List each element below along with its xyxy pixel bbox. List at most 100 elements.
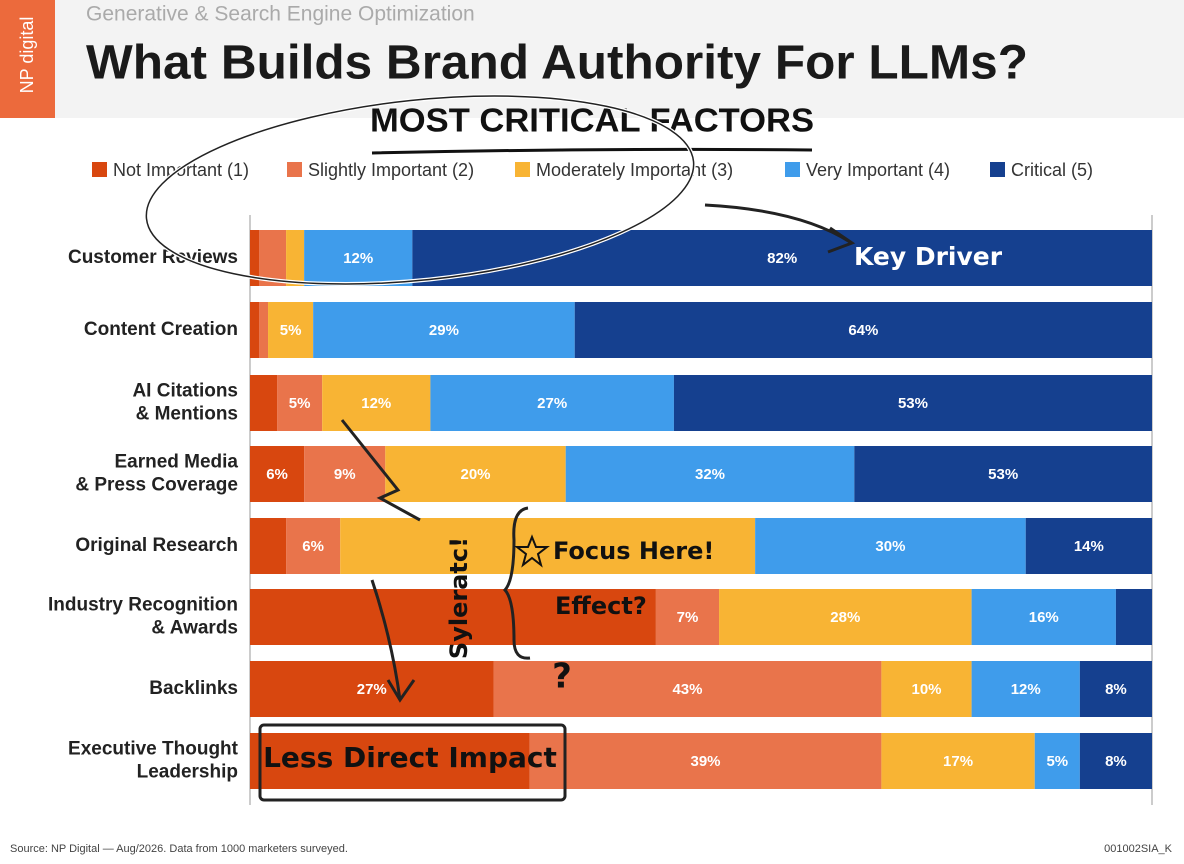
- scribbles: [144, 93, 856, 802]
- bar-segment: [250, 446, 305, 502]
- bar-segment: [755, 518, 1026, 574]
- header-band: [0, 0, 1184, 118]
- bar-segment: [1034, 733, 1080, 789]
- category-label: & Press Coverage: [75, 475, 238, 496]
- bar-segment: [304, 230, 413, 286]
- legend-swatch: [785, 162, 800, 177]
- source: Source: NP Digital — Aug/2026. Data from…: [10, 843, 348, 855]
- value-label: 53%: [898, 395, 928, 412]
- annotation: ?: [552, 657, 572, 697]
- legend-swatch: [515, 162, 530, 177]
- value-label: 64%: [848, 322, 878, 339]
- bar-segment: [574, 302, 1152, 358]
- category-label: Customer Reviews: [68, 247, 238, 268]
- annotation: Focus Here!: [553, 537, 714, 565]
- value-label: 43%: [672, 681, 702, 698]
- annotation: Key Driver: [854, 242, 1003, 271]
- brand: NP digital: [17, 17, 37, 94]
- value-label: 6%: [302, 538, 324, 555]
- value-label: 53%: [988, 466, 1018, 483]
- category-label: Leadership: [137, 762, 238, 783]
- bar-segment: [385, 446, 566, 502]
- category-label: Backlinks: [149, 678, 238, 699]
- legend-swatch: [92, 162, 107, 177]
- star: [514, 534, 550, 568]
- legend-label: Critical (5): [1011, 160, 1093, 180]
- bar-segment: [286, 230, 305, 286]
- bar-segment: [286, 518, 341, 574]
- value-label: 5%: [1046, 753, 1068, 770]
- plot: [250, 230, 1152, 789]
- value-label: 5%: [280, 322, 302, 339]
- bar-segment: [259, 302, 269, 358]
- value-label: 8%: [1105, 753, 1127, 770]
- value-label: 6%: [266, 466, 288, 483]
- value-label: 5%: [289, 395, 311, 412]
- annotation: Effect?: [555, 592, 647, 620]
- legend-swatch: [287, 162, 302, 177]
- bar-segment: [250, 302, 260, 358]
- bar-segment: [493, 661, 882, 717]
- value-label: 8%: [1105, 681, 1127, 698]
- value-label: 28%: [830, 609, 860, 626]
- bar-segment: [250, 733, 530, 789]
- bar-segment: [565, 446, 855, 502]
- bar-segment: [1025, 518, 1152, 574]
- value-label: 17%: [943, 753, 973, 770]
- bar-segment: [529, 733, 882, 789]
- bar-segment: [971, 589, 1116, 645]
- bar-segment: [971, 661, 1080, 717]
- bar-segment: [268, 302, 314, 358]
- legend-label: Slightly Important (2): [308, 160, 474, 180]
- annotation: Syleratc!: [445, 537, 473, 659]
- category-label: Industry Recognition: [48, 595, 238, 616]
- value-label: 82%: [767, 250, 797, 267]
- category-label: AI Citations: [132, 381, 238, 402]
- category-label: Earned Media: [114, 452, 238, 473]
- bar-segment: [673, 375, 1152, 431]
- category-label: Original Research: [75, 535, 238, 556]
- legend-swatch: [990, 162, 1005, 177]
- legend-label: Very Important (4): [806, 160, 950, 180]
- bar-segment: [250, 518, 287, 574]
- subtitle: MOST CRITICAL FACTORS: [370, 102, 814, 139]
- value-label: 29%: [429, 322, 459, 339]
- value-label: 12%: [361, 395, 391, 412]
- value-label: 12%: [343, 250, 373, 267]
- bar-segment: [1079, 661, 1152, 717]
- annotation: Less Direct Impact: [263, 741, 557, 774]
- kicker: Generative & Search Engine Optimization: [86, 3, 475, 26]
- bar-segment: [250, 230, 260, 286]
- value-label: 39%: [690, 753, 720, 770]
- bar-segment: [250, 375, 278, 431]
- legend-label: Moderately Important (3): [536, 160, 733, 180]
- category-label: Executive Thought: [68, 739, 239, 760]
- value-label: 27%: [537, 395, 567, 412]
- value-label: 27%: [357, 681, 387, 698]
- value-label: 14%: [1074, 538, 1104, 555]
- category-label: & Mentions: [136, 404, 238, 425]
- bar-segment: [277, 375, 323, 431]
- bar-segment: [1079, 733, 1152, 789]
- bar-segment: [719, 589, 972, 645]
- bar-segment: [313, 302, 575, 358]
- bar-segment: [430, 375, 674, 431]
- value-label: 7%: [677, 609, 699, 626]
- value-label: 30%: [875, 538, 905, 555]
- legend: Not Important (1) Slightly Important (2) M…: [92, 160, 1093, 180]
- bar-segment: [1115, 589, 1152, 645]
- bar-segment: [322, 375, 431, 431]
- brand-tab: [0, 0, 55, 118]
- value-label: 16%: [1029, 609, 1059, 626]
- bar-segment: [259, 230, 287, 286]
- bar-segment: [250, 589, 656, 645]
- bar-segment: [854, 446, 1152, 502]
- labels: Customer Reviews 12% 82% Content Creation 5%…: [48, 247, 1127, 783]
- category-label: Content Creation: [84, 319, 238, 340]
- bar-segment: [881, 661, 972, 717]
- value-label: 20%: [460, 466, 490, 483]
- bar-segment: [250, 661, 494, 717]
- value-label: 32%: [695, 466, 725, 483]
- value-label: 12%: [1011, 681, 1041, 698]
